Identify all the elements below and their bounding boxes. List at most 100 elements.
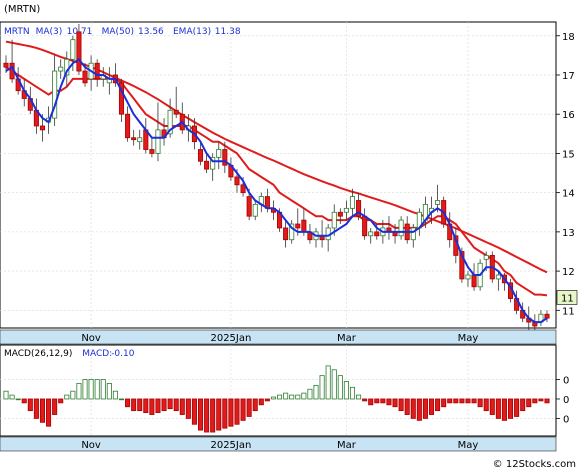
macd-bar <box>532 398 538 404</box>
last-price-label: 11 <box>556 290 578 305</box>
x-tick: 2025Jan <box>210 333 251 344</box>
macd-bar <box>477 398 483 408</box>
macd-bar <box>118 398 125 401</box>
macd-legend: MACD(26,12,9) MACD:-0.10 <box>4 349 135 359</box>
price-y-tick: 15 <box>562 149 575 160</box>
x-tick: 2025Jan <box>210 440 251 451</box>
macd-bar <box>453 398 459 404</box>
macd-bar <box>283 392 289 400</box>
candle-body <box>343 207 349 213</box>
candle-body <box>495 274 501 280</box>
price-legend-item: MRTN <box>4 27 30 37</box>
macd-legend-value: -0.10 <box>111 349 135 359</box>
macd-bar <box>33 398 39 419</box>
macd-bar <box>270 396 276 400</box>
macd-legend-item: MACD: <box>82 349 112 359</box>
macd-bar <box>137 398 143 412</box>
macd-bar <box>356 394 362 400</box>
macd-bar <box>435 398 441 412</box>
macd-bar <box>88 379 94 400</box>
macd-bar <box>252 398 258 412</box>
macd-bar <box>179 398 185 415</box>
macd-bar <box>459 398 465 404</box>
macd-bar <box>301 392 307 400</box>
candle-body <box>374 231 380 237</box>
candle-body <box>337 211 343 217</box>
macd-bar <box>374 398 380 404</box>
candle-body <box>167 109 173 135</box>
price-legend-item: MA(3) <box>36 27 63 37</box>
candle-body <box>94 62 100 80</box>
candle-body <box>544 313 550 319</box>
macd-bar <box>246 398 252 417</box>
macd-bar <box>428 398 435 415</box>
candle-body <box>349 196 356 209</box>
candle-body <box>398 219 404 237</box>
price-legend-item: MA(50) <box>102 27 134 37</box>
macd-bar <box>489 398 495 415</box>
macd-bar <box>544 398 550 404</box>
candle-body <box>362 215 368 237</box>
macd-bar <box>9 394 15 400</box>
macd-bar <box>447 398 453 404</box>
macd-bar <box>319 375 325 400</box>
macd-bar <box>106 383 112 400</box>
copyright: © 12Stocks.com <box>493 459 576 470</box>
macd-bar <box>197 398 204 431</box>
macd-y-axis: 0 0 0 <box>556 376 569 425</box>
macd-bar <box>27 398 33 412</box>
macd-bar <box>514 398 520 417</box>
x-tick: Mar <box>337 440 357 451</box>
macd-bar <box>295 394 301 400</box>
macd-bar <box>495 398 501 419</box>
macd-bar <box>349 386 356 400</box>
candle-body <box>301 219 307 233</box>
price-y-tick: 13 <box>562 228 575 239</box>
macd-bar <box>386 398 392 406</box>
macd-bar <box>289 394 295 400</box>
ma-short-path <box>5 57 548 324</box>
candle-body <box>216 149 222 158</box>
candle-body <box>295 223 301 229</box>
candle-body <box>252 204 258 217</box>
ma-short-line <box>5 57 548 324</box>
macd-bar <box>173 398 179 412</box>
macd-bar <box>191 398 197 425</box>
macd-bar <box>100 379 106 400</box>
price-y-tick: 18 <box>562 32 575 43</box>
macd-bars <box>3 365 550 433</box>
macd-y-tick: 0 <box>563 395 569 406</box>
macd-bar <box>520 398 526 412</box>
macd-x-axis-band <box>0 436 557 452</box>
macd-bar <box>185 398 191 419</box>
candle-body <box>58 66 64 72</box>
macd-bar <box>161 398 167 412</box>
macd-bar <box>15 398 21 401</box>
macd-bar <box>337 375 343 400</box>
candle-body <box>246 196 252 217</box>
macd-bar <box>52 398 58 415</box>
macd-bar <box>155 398 161 413</box>
candle-body <box>76 31 82 72</box>
macd-bar <box>331 369 337 400</box>
macd-bar <box>76 383 82 400</box>
macd-bar <box>483 398 489 412</box>
macd-bar <box>149 398 155 415</box>
macd-y-tick: 0 <box>563 414 569 425</box>
macd-x-axis: Nov2025JanMarMayJulSep <box>81 440 478 451</box>
candle-body <box>240 184 246 194</box>
candle-body <box>197 149 204 162</box>
macd-bar <box>222 398 228 429</box>
candle-body <box>155 129 161 154</box>
macd-bar <box>508 398 514 419</box>
candle-body <box>210 156 216 170</box>
price-x-axis: Nov2025JanMarMayJulSep <box>81 333 478 344</box>
macd-bar <box>277 394 283 400</box>
candle-body <box>459 251 465 280</box>
price-y-tick: 16 <box>562 110 575 121</box>
macd-bar <box>416 398 422 421</box>
candle-body <box>283 227 289 241</box>
candle-body <box>52 70 58 119</box>
macd-bar <box>204 398 210 433</box>
